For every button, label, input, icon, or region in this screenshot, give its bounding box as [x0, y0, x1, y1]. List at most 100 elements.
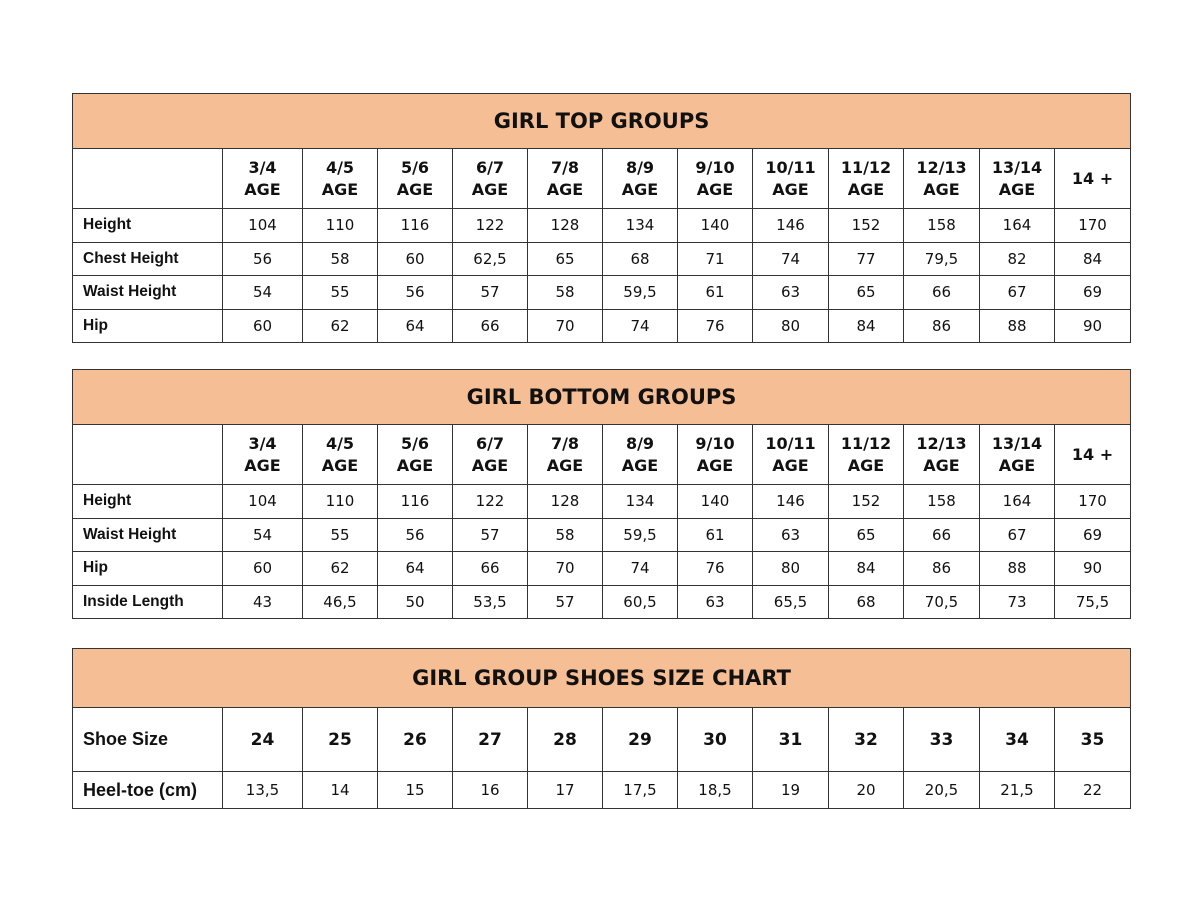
column-header-line: AGE [998, 455, 1036, 475]
column-header-line: AGE [396, 455, 434, 475]
table-cell: 90 [1053, 308, 1132, 343]
table-cell: 110 [302, 208, 378, 243]
column-header-line: 8/9 [625, 157, 655, 177]
column-header-line: 3/4 [248, 433, 277, 453]
row-label: Inside Length [72, 584, 223, 619]
header-empty-cell [72, 424, 223, 485]
table-row: Heel-toe (cm) 13,5 14 15 16 17 17,5 18,5 19 20 20,… [72, 771, 1132, 809]
table-cell: 62,5 [452, 241, 528, 276]
table-cell: 55 [302, 275, 378, 310]
column-header-line: 7/8 [550, 433, 580, 453]
column-header: 11/12 AGE [828, 424, 904, 485]
table-cell: 70,5 [903, 584, 980, 619]
table-cell: 74 [602, 551, 678, 586]
table-cell: 58 [302, 241, 378, 276]
table-cell: 90 [1053, 551, 1132, 586]
table-cell: 63 [677, 584, 753, 619]
table-cell: 61 [677, 275, 753, 310]
column-header-line: 4/5 [325, 157, 355, 177]
column-header: 11/12 AGE [828, 148, 904, 209]
table-cell: 55 [302, 517, 378, 552]
table-cell: 60 [222, 551, 303, 586]
column-header-line: 10/11 [765, 433, 816, 453]
table-row: Hip 60 62 64 66 70 74 76 80 84 86 88 90 [72, 308, 1132, 343]
column-header-line: 31 [778, 729, 803, 750]
table-row: Waist Height 54 55 56 57 58 59,5 61 63 65 66 67 69 [72, 275, 1132, 310]
column-header-line: 6/7 [475, 433, 505, 453]
table-cell: 170 [1053, 484, 1132, 519]
column-header: 6/7 AGE [452, 424, 528, 485]
row-label: Chest Height [72, 241, 223, 276]
table-row: Chest Height 56 58 60 62,5 65 68 71 74 77 79,5 82 84 [72, 241, 1132, 276]
column-header: 5/6 AGE [377, 148, 453, 209]
table-cell: 134 [602, 208, 678, 243]
column-header-line: AGE [321, 455, 359, 475]
table-cell: 64 [377, 308, 453, 343]
table-cell: 65,5 [752, 584, 829, 619]
column-header: 3/4 AGE [222, 148, 303, 209]
table-cell: 63 [752, 517, 829, 552]
column-header-line: 7/8 [550, 157, 580, 177]
table-cell: 56 [377, 275, 453, 310]
table-cell: 65 [527, 241, 603, 276]
table-cell: 158 [903, 208, 980, 243]
table-cell: 152 [828, 484, 904, 519]
table-cell: 140 [677, 484, 753, 519]
column-header: 32 [828, 707, 904, 772]
title-row: GIRL GROUP SHOES SIZE CHART [71, 648, 1132, 708]
table-title: GIRL GROUP SHOES SIZE CHART [71, 648, 1132, 708]
table-cell: 79,5 [903, 241, 980, 276]
table-cell: 71 [677, 241, 753, 276]
table-row: Height 104 110 116 122 128 134 140 146 152 158 164 1… [72, 484, 1132, 519]
table-cell: 122 [452, 484, 528, 519]
table-cell: 67 [979, 517, 1055, 552]
table-cell: 68 [602, 241, 678, 276]
column-header: 26 [377, 707, 453, 772]
table-cell: 62 [302, 551, 378, 586]
column-header-line: 11/12 [840, 157, 892, 177]
table-cell: 16 [452, 771, 528, 809]
table-cell: 65 [828, 275, 904, 310]
column-header-line: 32 [854, 729, 878, 750]
table-cell: 80 [752, 551, 829, 586]
table-cell: 104 [222, 208, 303, 243]
table-cell: 70 [527, 308, 603, 343]
table-cell: 54 [222, 517, 303, 552]
column-header: 5/6 AGE [377, 424, 453, 485]
table-cell: 76 [677, 308, 753, 343]
row-label: Hip [72, 551, 223, 586]
table-cell: 164 [979, 208, 1055, 243]
column-header-line: 28 [553, 729, 577, 750]
header-row: 3/4 AGE 4/5 AGE 5/6 AGE 6/7 AGE 7/8 AGE 8/9 AGE 9/10… [72, 424, 1132, 485]
table-cell: 66 [452, 551, 528, 586]
column-header: 14 + [1053, 424, 1132, 485]
table-cell: 19 [752, 771, 829, 809]
column-header-line: 11/12 [840, 433, 892, 453]
table-cell: 74 [602, 308, 678, 343]
table-cell: 56 [377, 517, 453, 552]
table-cell: 66 [903, 517, 980, 552]
table-cell: 21,5 [979, 771, 1055, 809]
table-cell: 122 [452, 208, 528, 243]
column-header-line: 34 [1005, 729, 1029, 750]
girl-shoes-size-chart-table: GIRL GROUP SHOES SIZE CHART Shoe Size 24 25… [71, 648, 1132, 809]
row-label: Waist Height [72, 275, 223, 310]
table-cell: 75,5 [1053, 584, 1132, 619]
table-cell: 104 [222, 484, 303, 519]
column-header-line: AGE [321, 179, 359, 199]
table-cell: 17,5 [602, 771, 678, 809]
title-row: GIRL BOTTOM GROUPS [71, 369, 1132, 425]
column-header: 7/8 AGE [527, 424, 603, 485]
girl-top-groups-table: GIRL TOP GROUPS 3/4 AGE 4/5 AGE 5/6 AGE 6/7 AGE 7… [71, 93, 1132, 343]
column-header: 24 [222, 707, 303, 772]
girl-bottom-groups-table: GIRL BOTTOM GROUPS 3/4 AGE 4/5 AGE 5/6 AGE 6/7 A… [71, 369, 1132, 619]
table-cell: 134 [602, 484, 678, 519]
column-header-line: AGE [471, 455, 509, 475]
row-label: Height [72, 484, 223, 519]
column-header-line: 5/6 [400, 433, 430, 453]
table-cell: 46,5 [302, 584, 378, 619]
table-cell: 116 [377, 484, 453, 519]
column-header-line: 9/10 [695, 433, 735, 453]
column-header-line: 10/11 [765, 157, 816, 177]
table-cell: 59,5 [602, 275, 678, 310]
